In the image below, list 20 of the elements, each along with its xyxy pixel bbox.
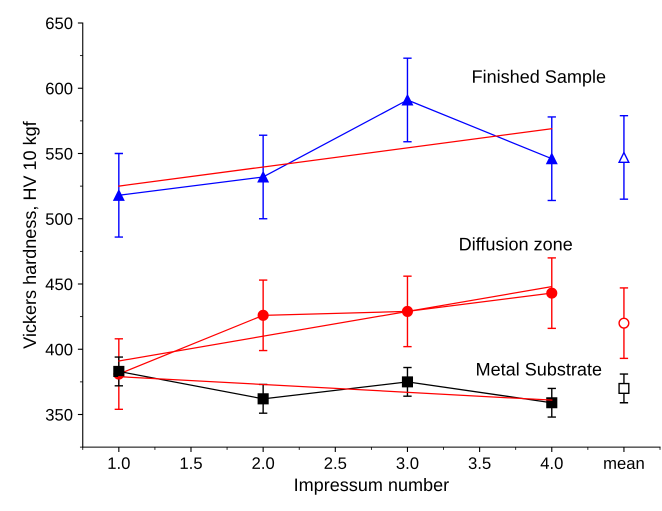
annotation: Diffusion zone: [460, 237, 572, 251]
y-tick-label: 350: [46, 408, 72, 421]
y-tick-label: 500: [46, 213, 72, 225]
annotation: Metal Substrate: [477, 362, 602, 376]
x-axis-title: Impressum number: [295, 478, 449, 495]
y-tick-label: 550: [46, 148, 72, 160]
y-tick-label: 600: [46, 82, 72, 94]
x-tick-label: 4.0: [540, 457, 563, 470]
x-tick-label: 1.0: [108, 457, 130, 470]
annotation: Finished Sample: [473, 70, 606, 87]
x-tick-label: mean: [604, 460, 644, 470]
x-tick-label: 1.5: [180, 457, 202, 470]
y-tick-label: 400: [46, 344, 72, 356]
y-tick-label: 450: [46, 278, 72, 290]
y-axis-title: Vickers hardness, HV 10 kgf: [22, 121, 40, 349]
x-tick-label: 2.5: [324, 457, 346, 470]
x-tick-label: 2.0: [252, 457, 274, 470]
y-tick-label: 650: [46, 17, 72, 30]
x-tick-label: 3.5: [468, 457, 491, 470]
x-tick-label: 3.0: [396, 457, 418, 470]
